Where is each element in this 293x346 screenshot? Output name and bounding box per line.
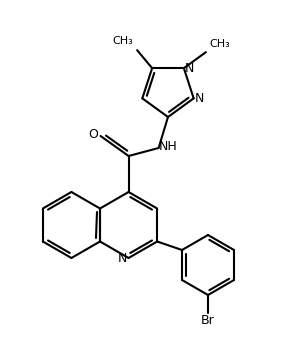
Text: N: N	[118, 252, 127, 264]
Text: CH₃: CH₃	[113, 36, 133, 46]
Text: NH: NH	[159, 140, 178, 154]
Text: Br: Br	[201, 315, 215, 328]
Text: N: N	[195, 92, 204, 105]
Text: CH₃: CH₃	[210, 39, 231, 49]
Text: O: O	[89, 128, 98, 142]
Text: N: N	[185, 62, 195, 75]
